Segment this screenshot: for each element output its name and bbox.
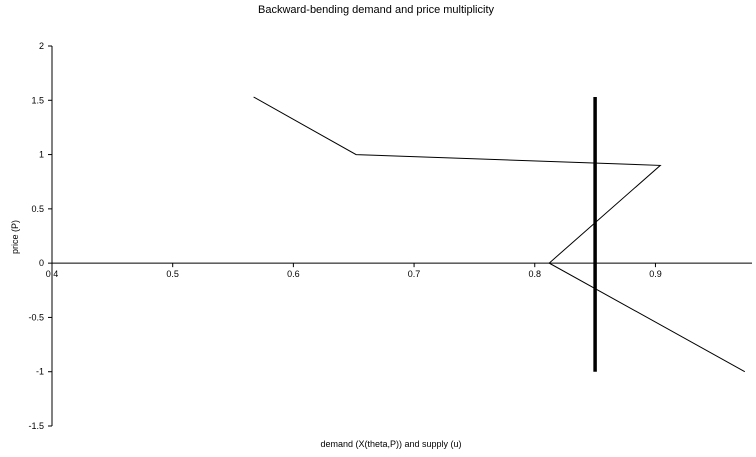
series-layer — [253, 96, 746, 373]
y-tick-label: -1 — [36, 367, 44, 377]
x-tick-label: 0.9 — [649, 269, 662, 279]
y-tick-label: 2 — [39, 41, 44, 51]
demand-curve — [253, 96, 746, 373]
y-tick-label: 0 — [39, 258, 44, 268]
x-tick-label: 0.7 — [408, 269, 421, 279]
y-axis-label: price (P) — [10, 220, 20, 254]
y-tick-label: -1.5 — [28, 421, 44, 431]
x-tick-label: 0.6 — [287, 269, 300, 279]
x-tick-label: 0.4 — [46, 269, 59, 279]
y-tick-label: 1.5 — [31, 95, 44, 105]
x-axis-label: demand (X(theta,P)) and supply (u) — [320, 439, 461, 449]
y-ticks: 2 1.5 1 0.5 0 -0.5 -1 -1.5 — [28, 41, 52, 431]
y-tick-label: 0.5 — [31, 204, 44, 214]
x-tick-label: 0.5 — [166, 269, 179, 279]
chart-title: Backward-bending demand and price multip… — [258, 4, 495, 16]
y-tick-label: -0.5 — [28, 312, 44, 322]
axes — [51, 46, 752, 426]
y-tick-label: 1 — [39, 150, 44, 160]
x-tick-label: 0.8 — [529, 269, 542, 279]
x-ticks: 0.4 0.5 0.6 0.7 0.8 0.9 — [46, 263, 662, 279]
